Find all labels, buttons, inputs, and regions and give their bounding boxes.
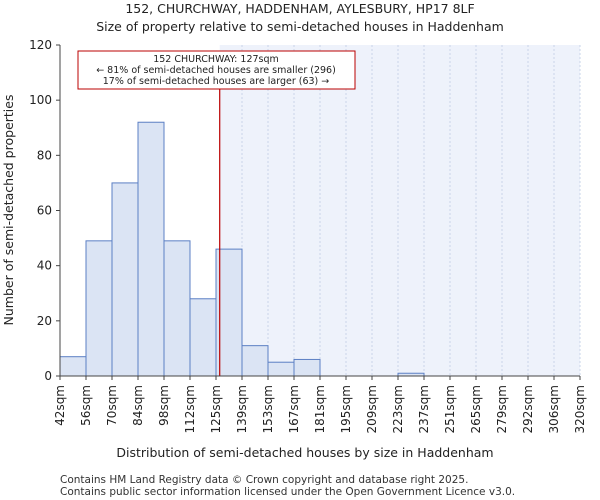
x-tick-label: 84sqm bbox=[131, 385, 145, 426]
x-tick-label: 70sqm bbox=[105, 385, 119, 426]
y-axis-label: Number of semi-detached properties bbox=[1, 95, 16, 326]
x-tick-label: 292sqm bbox=[521, 385, 535, 433]
annotation-title: 152 CHURCHWAY: 127sqm bbox=[153, 54, 279, 65]
footer-copyright: Contains HM Land Registry data © Crown c… bbox=[60, 474, 468, 486]
x-tick-label: 56sqm bbox=[79, 385, 93, 426]
y-tick-label: 100 bbox=[29, 93, 52, 107]
annotation-larger: 17% of semi-detached houses are larger (… bbox=[103, 76, 330, 87]
x-tick-label: 265sqm bbox=[469, 385, 483, 433]
x-tick-label: 42sqm bbox=[53, 385, 67, 426]
histogram-bar bbox=[189, 298, 217, 377]
x-axis-label: Distribution of semi-detached houses by … bbox=[116, 445, 493, 460]
x-tick-label: 98sqm bbox=[157, 385, 171, 426]
histogram-bar bbox=[59, 356, 87, 377]
larger-region-shading bbox=[219, 45, 580, 376]
histogram-bar bbox=[111, 182, 139, 377]
histogram-bar bbox=[267, 361, 295, 377]
histogram-bar bbox=[293, 358, 321, 377]
histogram-bar bbox=[163, 240, 191, 377]
x-tick-label: 167sqm bbox=[287, 385, 301, 433]
y-tick-label: 120 bbox=[29, 38, 52, 52]
annotation-frame bbox=[77, 50, 356, 90]
x-tick-label: 112sqm bbox=[183, 385, 197, 433]
y-tick-label: 0 bbox=[44, 369, 52, 383]
x-tick-label: 209sqm bbox=[365, 385, 379, 433]
histogram-bar bbox=[215, 248, 243, 377]
x-tick-label: 153sqm bbox=[261, 385, 275, 433]
x-tick-label: 195sqm bbox=[339, 385, 353, 433]
chart-subtitle: Size of property relative to semi-detach… bbox=[96, 19, 504, 34]
x-tick-label: 223sqm bbox=[391, 385, 405, 433]
x-tick-label: 279sqm bbox=[495, 385, 509, 433]
x-tick-label: 306sqm bbox=[547, 385, 561, 433]
histogram-bar bbox=[85, 240, 113, 377]
annotation-smaller: ← 81% of semi-detached houses are smalle… bbox=[96, 65, 336, 76]
annotation-box: 152 CHURCHWAY: 127sqm ← 81% of semi-deta… bbox=[77, 50, 356, 90]
x-tick-label: 320sqm bbox=[573, 385, 587, 433]
x-tick-label: 139sqm bbox=[235, 385, 249, 433]
y-tick-label: 20 bbox=[37, 314, 52, 328]
histogram-bar bbox=[137, 121, 165, 377]
x-tick-label: 181sqm bbox=[313, 385, 327, 433]
x-tick-label: 125sqm bbox=[209, 385, 223, 433]
y-tick-label: 80 bbox=[37, 148, 52, 162]
y-tick-label: 40 bbox=[37, 259, 52, 273]
histogram-bar bbox=[241, 345, 269, 377]
x-tick-label: 237sqm bbox=[417, 385, 431, 433]
y-tick-label: 60 bbox=[37, 204, 52, 218]
chart-title: 152, CHURCHWAY, HADDENHAM, AYLESBURY, HP… bbox=[125, 1, 474, 16]
footer-licence: Contains public sector information licen… bbox=[60, 486, 515, 498]
x-tick-label: 251sqm bbox=[443, 385, 457, 433]
